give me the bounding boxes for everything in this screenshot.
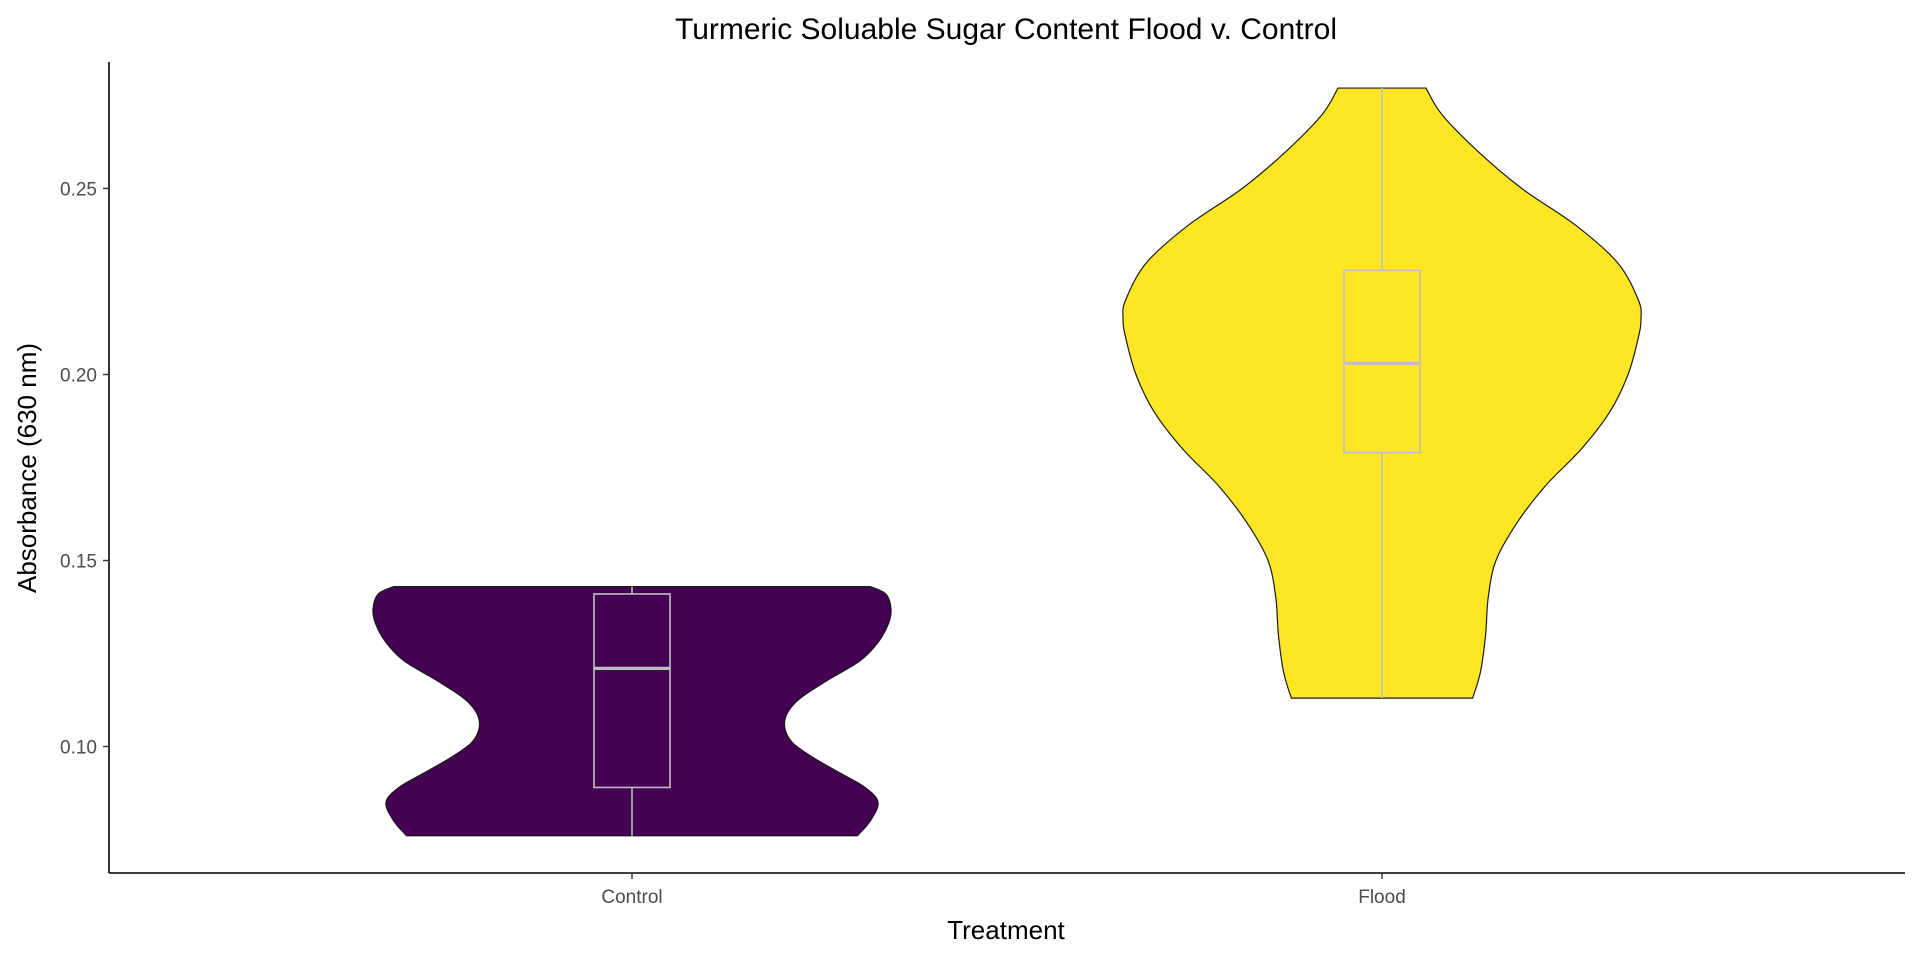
y-axis-title: Absorbance (630 nm) xyxy=(12,343,42,593)
box-flood xyxy=(1343,269,1421,454)
violin-control xyxy=(372,585,892,837)
chart-title: Turmeric Soluable Sugar Content Flood v.… xyxy=(675,13,1337,46)
y-axis-ticks: 0.10 0.15 0.20 0.25 xyxy=(60,179,109,759)
x-tick-label-flood: Flood xyxy=(1358,887,1406,908)
y-tick-label: 0.25 xyxy=(60,179,97,200)
plot-area xyxy=(372,87,1642,837)
box-control xyxy=(593,593,671,789)
y-tick-label: 0.15 xyxy=(60,552,97,573)
y-tick-label: 0.10 xyxy=(60,738,97,759)
y-tick-label: 0.20 xyxy=(60,365,97,386)
x-axis-ticks: Control Flood xyxy=(601,873,1406,908)
x-axis-title: Treatment xyxy=(947,915,1065,945)
x-tick-label-control: Control xyxy=(601,887,662,908)
violin-flood xyxy=(1122,87,1642,699)
